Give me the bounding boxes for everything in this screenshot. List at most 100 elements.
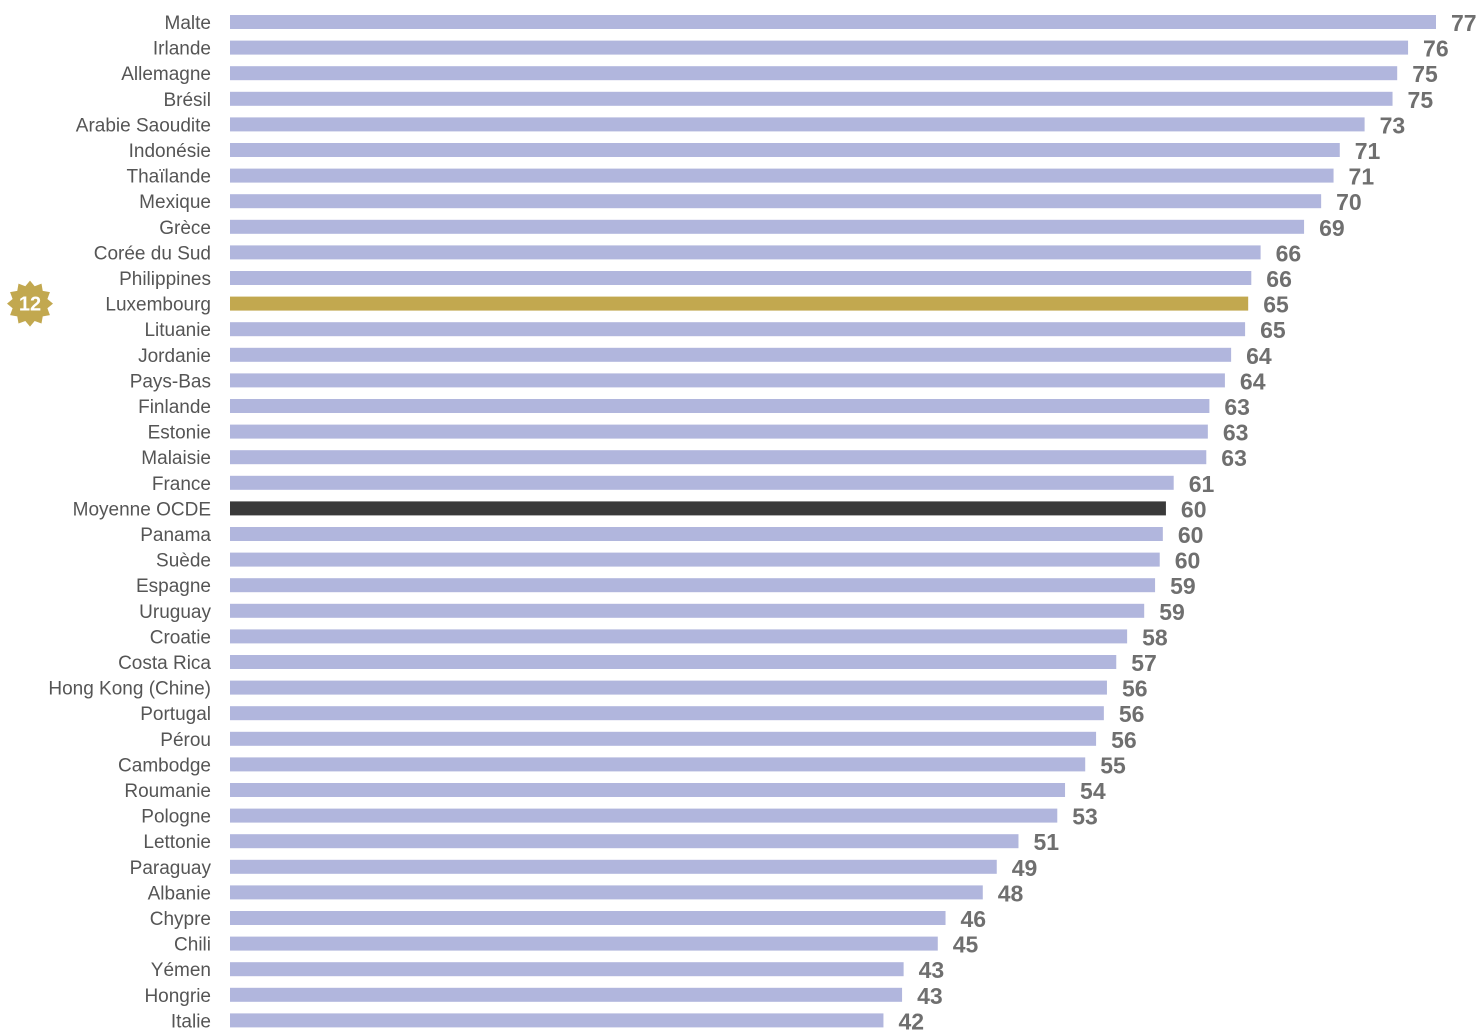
category-label: Albanie [148, 883, 211, 904]
value-label: 54 [1080, 778, 1106, 804]
value-label: 60 [1178, 522, 1204, 548]
category-label: Finlande [138, 397, 211, 418]
bar [230, 322, 1246, 337]
value-label: 65 [1263, 292, 1289, 318]
value-label: 43 [919, 957, 945, 983]
category-label: Costa Rica [118, 653, 211, 674]
category-label: Jordanie [138, 346, 211, 367]
category-label: Philippines [119, 269, 211, 290]
value-label: 43 [917, 983, 943, 1009]
value-label: 63 [1221, 445, 1247, 471]
category-label: Allemagne [121, 64, 211, 85]
bar [230, 783, 1066, 797]
category-label: Indonésie [129, 141, 211, 162]
bar [230, 757, 1086, 772]
bar [230, 885, 983, 900]
category-label: Yémen [151, 960, 211, 981]
category-label: Croatie [150, 627, 211, 648]
value-label: 51 [1033, 829, 1059, 855]
category-label: Brésil [163, 90, 211, 111]
rank-badge-text: 12 [19, 294, 41, 316]
bar [230, 168, 1334, 183]
value-label: 58 [1142, 624, 1168, 650]
value-label: 59 [1159, 599, 1185, 625]
bar [230, 527, 1163, 541]
category-label: Malte [165, 13, 211, 34]
value-label: 42 [898, 1008, 924, 1032]
category-label: Panama [140, 525, 211, 546]
value-label: 70 [1336, 189, 1362, 215]
value-label: 65 [1260, 317, 1286, 343]
bar [230, 399, 1210, 413]
value-label: 61 [1189, 471, 1215, 497]
category-label: Grèce [159, 218, 211, 239]
bar [230, 219, 1305, 234]
value-label: 64 [1246, 343, 1272, 369]
bar [230, 834, 1019, 849]
value-label: 60 [1175, 548, 1201, 574]
bar [230, 680, 1107, 695]
bar [230, 296, 1249, 311]
category-label: Moyenne OCDE [73, 499, 211, 520]
bar [230, 91, 1393, 106]
bar [230, 66, 1398, 81]
bar [230, 373, 1225, 388]
bar [230, 578, 1156, 593]
category-label: Mexique [139, 192, 211, 213]
category-label: Corée du Sud [94, 243, 211, 264]
bar [230, 475, 1174, 490]
bar [230, 859, 997, 874]
category-label: Thaïlande [126, 167, 211, 188]
value-label: 59 [1170, 573, 1196, 599]
category-label: Italie [171, 1011, 211, 1032]
bar [230, 194, 1322, 209]
rank-badge: 12 [7, 280, 53, 327]
value-label: 71 [1349, 164, 1375, 190]
value-label: 66 [1266, 266, 1292, 292]
category-label: France [152, 474, 211, 495]
value-label: 66 [1276, 240, 1302, 266]
value-label: 73 [1380, 112, 1406, 138]
category-label: Lettonie [143, 832, 211, 853]
value-label: 57 [1131, 650, 1157, 676]
bar [230, 117, 1365, 132]
value-label: 46 [961, 906, 987, 932]
value-label: 45 [953, 932, 979, 958]
bar [230, 808, 1058, 823]
category-label: Pologne [141, 807, 211, 828]
bar [230, 962, 904, 977]
value-label: 69 [1319, 215, 1345, 241]
bar [230, 347, 1232, 362]
category-label: Luxembourg [105, 295, 211, 316]
bar [230, 1013, 884, 1028]
bar [230, 143, 1340, 157]
value-label: 75 [1412, 61, 1438, 87]
category-label: Estonie [148, 423, 211, 444]
value-label: 64 [1240, 368, 1266, 394]
value-label: 75 [1408, 87, 1434, 113]
bar [230, 40, 1409, 55]
bar [230, 552, 1160, 567]
value-label: 53 [1072, 804, 1098, 830]
category-label: Irlande [153, 39, 211, 60]
value-label: 56 [1119, 701, 1145, 727]
category-label: Pays-Bas [130, 371, 211, 392]
bar [230, 271, 1252, 285]
value-label: 63 [1223, 420, 1249, 446]
bar [230, 15, 1436, 29]
value-label: 56 [1122, 676, 1148, 702]
category-label: Paraguay [130, 858, 212, 879]
category-label: Lituanie [144, 320, 211, 341]
category-label: Roumanie [124, 781, 211, 802]
category-label: Pérou [160, 730, 211, 751]
bar [230, 245, 1261, 260]
bar [230, 424, 1208, 439]
value-label: 63 [1224, 394, 1250, 420]
rank-badge-star-icon [7, 280, 53, 327]
category-label: Suède [156, 551, 211, 572]
bar [230, 603, 1145, 618]
value-label: 55 [1100, 752, 1126, 778]
value-label: 56 [1111, 727, 1137, 753]
